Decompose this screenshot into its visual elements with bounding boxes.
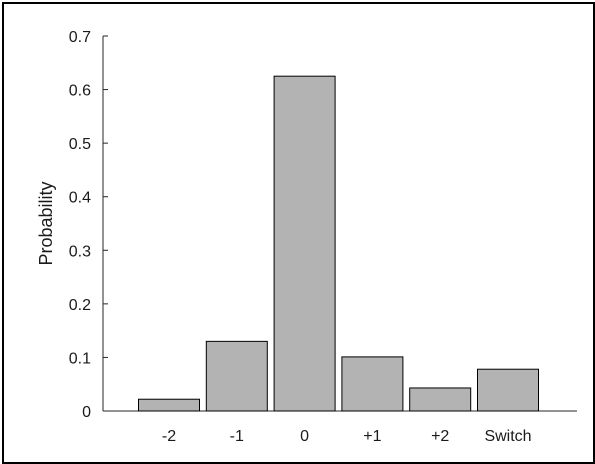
- x-tick-label: -2: [162, 428, 176, 445]
- y-tick-label: 0.3: [69, 243, 91, 260]
- y-tick-label: 0.5: [69, 136, 91, 153]
- y-tick-label: 0.6: [69, 83, 91, 100]
- x-tick-label: +1: [363, 428, 381, 445]
- y-tick-label: 0.4: [69, 190, 91, 207]
- y-tick-label: 0.1: [69, 350, 91, 367]
- x-axis: -2 -1 0 +1 +2 Switch: [103, 406, 577, 445]
- bars: [138, 75, 539, 412]
- bar--1: [205, 340, 268, 412]
- x-tick-label: 0: [300, 428, 309, 445]
- y-tick-label: 0.2: [69, 297, 91, 314]
- bar-+1: [341, 356, 404, 412]
- bar-+2: [409, 387, 472, 412]
- y-axis-title: Probability: [36, 181, 56, 265]
- x-tick-label: +2: [431, 428, 449, 445]
- bar-0: [273, 75, 336, 412]
- y-tick-label: 0: [82, 404, 91, 421]
- y-tick-label: 0.7: [69, 29, 91, 46]
- x-tick-label: Switch: [484, 428, 531, 445]
- bar-Switch: [477, 368, 539, 412]
- y-axis: 0 0.1 0.2 0.3 0.4 0.5 0.6 0.7: [69, 29, 108, 421]
- bar--2: [138, 398, 200, 412]
- x-tick-label: -1: [230, 428, 244, 445]
